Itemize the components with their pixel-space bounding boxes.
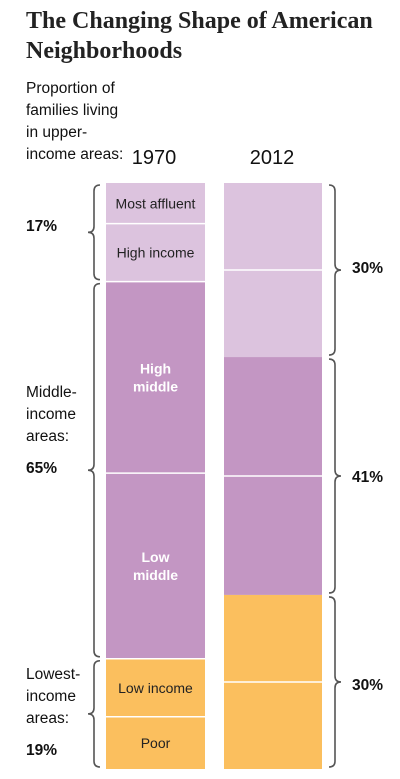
bar-1970-low-income — [106, 658, 205, 717]
segment-label-1970: middle — [133, 567, 178, 583]
segment-label-1970: High income — [117, 245, 195, 261]
column-label-1970: 1970 — [131, 147, 177, 169]
right-bracket-middle — [328, 358, 342, 594]
bar-1970-high-income — [106, 223, 205, 282]
middle-income-caption: Middle-income areas: — [26, 384, 77, 445]
segment-label-1970: Low income — [118, 680, 193, 696]
segment-label-1970: middle — [133, 378, 178, 394]
left-bracket-upper — [87, 184, 101, 281]
left-pct-lowest: 19% — [26, 742, 58, 759]
segment-label-1970: High — [140, 360, 171, 376]
chart-title: The Changing Shape of American Neighborh… — [26, 8, 373, 64]
right-pct-middle: 41% — [352, 469, 384, 486]
right-pct-upper: 30% — [352, 260, 384, 277]
right-pct-lowest: 30% — [352, 677, 384, 694]
column-label-2012: 2012 — [249, 147, 295, 169]
lowest-income-caption: Lowest-income areas: — [26, 666, 81, 727]
left-bracket-middle — [87, 282, 101, 658]
right-bracket-upper — [328, 184, 342, 356]
segment-label-1970: Most affluent — [116, 195, 196, 211]
bar-1970-most-affluent — [106, 183, 205, 224]
right-bracket-lowest — [328, 596, 342, 768]
left-pct-upper: 17% — [26, 218, 58, 235]
bar-1970-poor — [106, 716, 205, 769]
left-pct-middle: 65% — [26, 460, 58, 477]
bar-1970-low-middle — [106, 473, 205, 659]
segment-label-1970: Poor — [141, 735, 171, 751]
bar-1970-high-middle — [106, 281, 205, 474]
left-bracket-lowest — [87, 659, 101, 768]
upper-income-caption: Proportion of families living in upper-i… — [26, 80, 124, 163]
segment-label-1970: Low — [142, 549, 170, 565]
